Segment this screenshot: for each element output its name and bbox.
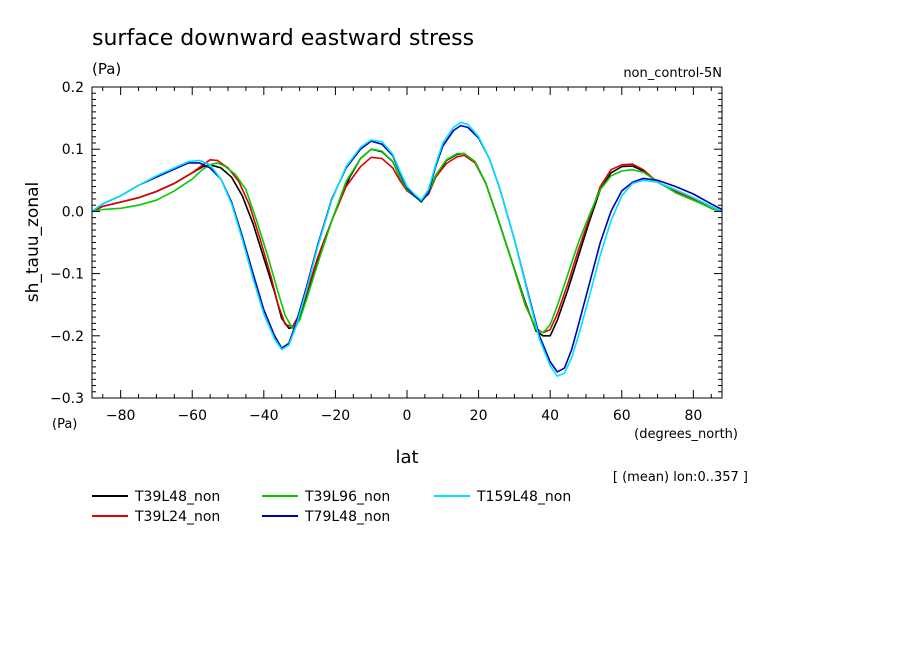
x-tick-label: 80: [684, 408, 702, 424]
x-tick-label: 40: [541, 408, 559, 424]
plot-frame: [91, 86, 723, 399]
legend-label-4: T159L48_non: [476, 489, 571, 505]
x-tick-label: −40: [249, 408, 279, 424]
x-tick-label: 60: [613, 408, 631, 424]
x-tick-label: −20: [321, 408, 351, 424]
series-layer: [91, 121, 723, 378]
y-tick-label: −0.2: [50, 329, 84, 345]
y-tick-label: 0.1: [62, 142, 84, 158]
series-line-0: [91, 148, 723, 337]
legend-label-2: T39L96_non: [304, 489, 390, 505]
series-line-4: [91, 121, 723, 378]
y-tick-label: 0.2: [62, 80, 84, 96]
y-tick-label: −0.1: [50, 267, 84, 283]
x-tick-label: −60: [177, 408, 207, 424]
y-tick-label: 0.0: [62, 204, 84, 220]
x-tick-label: 0: [403, 408, 412, 424]
legend-label-0: T39L48_non: [134, 489, 220, 505]
x-units-label: (degrees_north): [634, 427, 738, 442]
experiment-label: non_control-5N: [623, 66, 722, 81]
chart-title: surface downward eastward stress: [92, 26, 474, 51]
tick-layer: −80 −60 −40 −20 0 20 40 60 80 −0.3 −0.2 −0.1 0.0 0.1 0…: [50, 80, 722, 424]
y-tick-label: −0.3: [50, 391, 84, 407]
footnote: [ (mean) lon:0..357 ]: [613, 470, 748, 485]
legend-label-3: T79L48_non: [304, 509, 390, 525]
x-tick-label: −80: [106, 408, 136, 424]
y-axis-label: sh_tauu_zonal: [23, 182, 43, 303]
legend-label-1: T39L24_non: [134, 509, 220, 525]
x-axis-label: lat: [395, 447, 418, 468]
x-tick-label: 20: [470, 408, 488, 424]
y-units-bottom: (Pa): [52, 417, 77, 432]
y-units-top: (Pa): [92, 60, 121, 78]
legend: T39L48_non T39L24_non T39L96_non T79L48_non…: [92, 489, 571, 525]
